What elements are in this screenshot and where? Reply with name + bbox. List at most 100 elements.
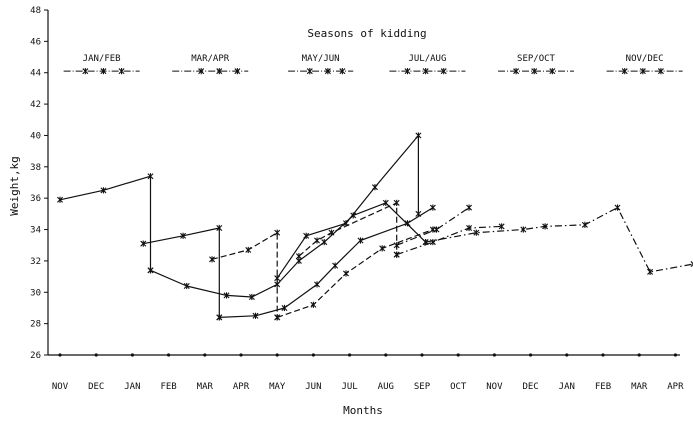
data-point — [281, 304, 288, 312]
data-point — [295, 253, 302, 260]
data-point — [248, 293, 255, 301]
data-point — [310, 301, 317, 308]
x-tick-label: MAY — [269, 382, 286, 392]
x-tick-dot — [348, 353, 352, 357]
x-tick-label: JAN — [559, 382, 575, 392]
star-stroke — [690, 263, 693, 268]
y-tick-label: 34 — [30, 226, 41, 236]
data-point — [382, 199, 389, 206]
series-11 — [393, 204, 473, 249]
season-marker — [198, 68, 205, 75]
data-point — [415, 132, 422, 139]
season-marker — [513, 68, 520, 75]
x-tick-label: SEP — [414, 382, 431, 392]
x-tick-label: JAN — [124, 382, 140, 392]
data-point — [429, 238, 436, 246]
season-marker — [404, 68, 411, 75]
x-tick-dot — [456, 353, 460, 357]
data-point — [216, 314, 223, 321]
data-point — [314, 237, 321, 244]
x-tick-dot — [58, 353, 62, 357]
season-marker — [324, 68, 331, 75]
x-tick-label: NOV — [52, 382, 69, 392]
x-tick-label: APR — [667, 382, 684, 392]
y-tick-label: 38 — [30, 163, 41, 173]
series-8 — [274, 132, 422, 282]
y-axis-label: Weight,kg — [8, 156, 21, 216]
y-tick-label: 32 — [30, 257, 41, 267]
y-tick-label: 26 — [30, 351, 41, 361]
y-tick-label: 40 — [30, 131, 41, 141]
series-line — [425, 207, 693, 273]
data-point — [404, 220, 411, 227]
series-line — [211, 232, 278, 318]
series-line — [143, 227, 220, 318]
data-point — [100, 187, 107, 194]
axes: 26 28 30 32 34 36 38 40 42 44 46 48 NOV DEC JAN FEB MAR A… — [30, 6, 684, 392]
x-axis-label: Months — [343, 404, 383, 417]
x-tick-dot — [311, 353, 315, 357]
season-marker — [657, 68, 664, 75]
data-point — [393, 242, 400, 249]
star-stroke — [690, 261, 693, 265]
data-point — [183, 282, 190, 290]
data-point — [147, 173, 154, 180]
season-markers: JAN/FEB MAR/APR MAY/JUN JUL/AUG SEP/OCT NOV/D… — [63, 54, 683, 75]
data-point — [429, 204, 436, 211]
data-point — [498, 223, 505, 230]
x-tick-label: AUG — [378, 382, 394, 392]
data-point — [520, 226, 527, 233]
data-point — [252, 312, 259, 319]
data-point — [314, 281, 321, 288]
data-point — [223, 292, 230, 299]
series-line — [396, 207, 470, 246]
series-line — [276, 134, 419, 279]
x-tick-dot — [130, 353, 134, 357]
data-point — [342, 270, 349, 277]
y-tick-label: 36 — [30, 194, 41, 204]
season-marker — [100, 68, 107, 75]
data-point — [140, 240, 147, 247]
season-marker — [216, 68, 223, 75]
data-point — [274, 275, 281, 282]
data-point — [393, 199, 400, 206]
series-5 — [216, 204, 436, 321]
data-point — [274, 229, 281, 236]
series-1 — [57, 173, 154, 274]
data-point — [57, 196, 63, 203]
data-point — [303, 232, 310, 239]
x-tick-label: OCT — [450, 382, 467, 392]
series-line — [219, 207, 434, 318]
data-point — [542, 223, 549, 230]
x-tick-dot — [492, 353, 496, 357]
data-point — [433, 226, 440, 233]
x-tick-label: MAR — [631, 382, 648, 392]
data-point — [473, 229, 480, 236]
data-point — [371, 184, 378, 191]
series-10 — [393, 223, 505, 258]
series-2 — [147, 199, 429, 301]
data-point — [690, 260, 693, 268]
x-tick-dot — [275, 353, 279, 357]
series-3 — [422, 204, 693, 275]
y-tick-label: 28 — [30, 320, 41, 330]
data-point — [614, 204, 621, 211]
season-marker — [621, 68, 628, 75]
season-marker — [118, 68, 125, 75]
data-point — [274, 314, 281, 321]
x-tick-label: DEC — [88, 382, 104, 392]
season-label: JAN/FEB — [83, 54, 121, 64]
x-tick-label: MAR — [197, 382, 214, 392]
x-tick-label: FEB — [160, 382, 176, 392]
series-line — [396, 225, 502, 256]
x-tick-dot — [167, 353, 171, 357]
x-tick-dot — [239, 353, 243, 357]
x-tick-dot — [601, 353, 605, 357]
season-label: MAY/JUN — [302, 54, 340, 64]
season-label: SEP/OCT — [517, 54, 556, 64]
y-tick-label: 48 — [30, 6, 41, 16]
x-tick-label: FEB — [595, 382, 611, 392]
x-tick-label: JUL — [341, 382, 357, 392]
data-point — [466, 224, 473, 232]
